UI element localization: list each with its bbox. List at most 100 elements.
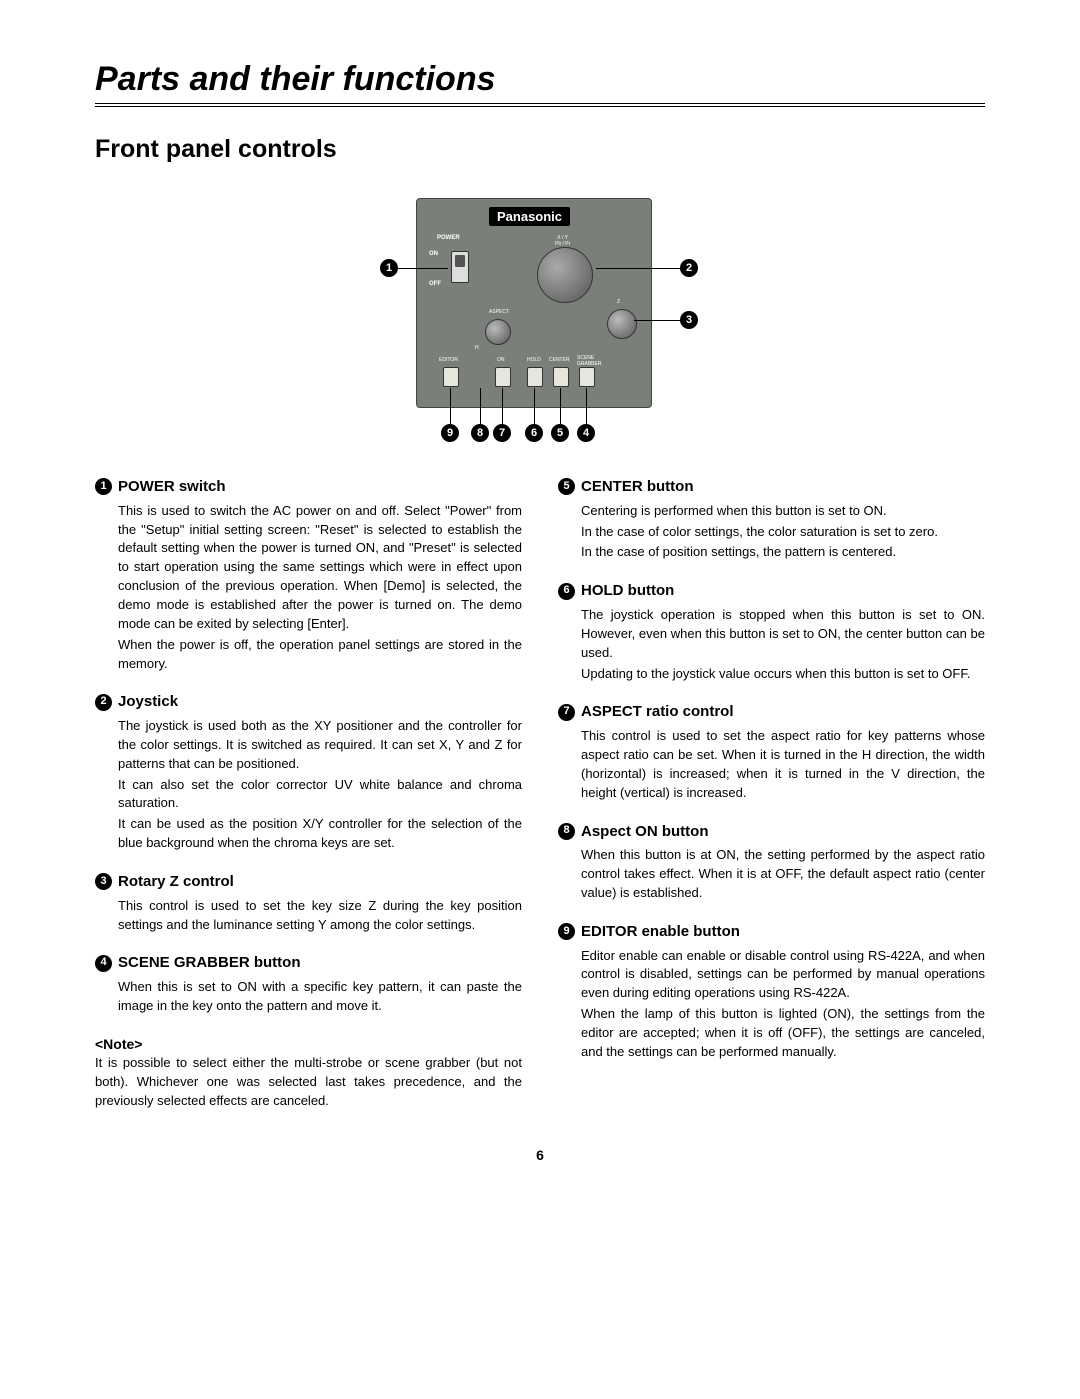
- item-paragraph: In the case of color settings, the color…: [581, 523, 985, 542]
- panel-body: Panasonic POWER ON OFF X / Y Pb / Pr ASP…: [416, 198, 652, 408]
- item-head-4: 4 SCENE GRABBER button: [95, 952, 522, 974]
- label-aspect: ASPECT: [489, 309, 509, 315]
- callout-2: 2: [680, 259, 698, 277]
- joystick: [537, 247, 593, 303]
- label-xy: X / Y Pb / Pr: [555, 235, 570, 247]
- item-body-3: This control is used to set the key size…: [95, 897, 522, 935]
- leader-6: [534, 388, 535, 424]
- diagram-container: Panasonic POWER ON OFF X / Y Pb / Pr ASP…: [95, 188, 985, 448]
- item-paragraph: Centering is performed when this button …: [581, 502, 985, 521]
- item-paragraph: It can also set the color corrector UV w…: [118, 776, 522, 814]
- item-body-9: Editor enable can enable or disable cont…: [558, 947, 985, 1062]
- note-head: <Note>: [95, 1034, 522, 1054]
- label-power: POWER: [437, 235, 460, 241]
- center-button: [553, 367, 569, 387]
- item-title-8: Aspect ON button: [581, 821, 709, 843]
- item-body-4: When this is set to ON with a specific k…: [95, 978, 522, 1016]
- item-paragraph: This is used to switch the AC power on a…: [118, 502, 522, 634]
- item-paragraph: When this is set to ON with a specific k…: [118, 978, 522, 1016]
- item-head-1: 1 POWER switch: [95, 476, 522, 498]
- item-paragraph: When the power is off, the operation pan…: [118, 636, 522, 674]
- item-body-1: This is used to switch the AC power on a…: [95, 502, 522, 674]
- item-title-2: Joystick: [118, 691, 178, 713]
- item-title-6: HOLD button: [581, 580, 674, 602]
- editor-button: [443, 367, 459, 387]
- label-z: Z: [617, 299, 620, 305]
- item-paragraph: The joystick operation is stopped when t…: [581, 606, 985, 663]
- brand-logo: Panasonic: [489, 207, 570, 226]
- item-number-9: 9: [558, 923, 575, 940]
- callout-6: 6: [525, 424, 543, 442]
- item-head-9: 9 EDITOR enable button: [558, 921, 985, 943]
- callout-3: 3: [680, 311, 698, 329]
- callout-8: 8: [471, 424, 489, 442]
- callout-1: 1: [380, 259, 398, 277]
- callout-5: 5: [551, 424, 569, 442]
- item-head-2: 2 Joystick: [95, 691, 522, 713]
- front-panel-diagram: Panasonic POWER ON OFF X / Y Pb / Pr ASP…: [380, 188, 700, 448]
- item-paragraph: This control is used to set the key size…: [118, 897, 522, 935]
- main-title: Parts and their functions: [95, 60, 985, 107]
- power-switch: [451, 251, 469, 283]
- item-paragraph: This control is used to set the aspect r…: [581, 727, 985, 802]
- item-title-1: POWER switch: [118, 476, 226, 498]
- item-number-6: 6: [558, 583, 575, 600]
- label-editor: EDITOR: [439, 357, 458, 363]
- item-body-8: When this button is at ON, the setting p…: [558, 846, 985, 903]
- label-h: H: [475, 345, 479, 351]
- item-head-8: 8 Aspect ON button: [558, 821, 985, 843]
- callout-9: 9: [441, 424, 459, 442]
- leader-9: [450, 388, 451, 424]
- item-body-2: The joystick is used both as the XY posi…: [95, 717, 522, 853]
- item-paragraph: It can be used as the position X/Y contr…: [118, 815, 522, 853]
- item-title-3: Rotary Z control: [118, 871, 234, 893]
- leader-4: [586, 388, 587, 424]
- item-head-6: 6 HOLD button: [558, 580, 985, 602]
- hold-button: [527, 367, 543, 387]
- label-on: ON: [429, 251, 438, 257]
- item-paragraph: When the lamp of this button is lighted …: [581, 1005, 985, 1062]
- item-paragraph: Editor enable can enable or disable cont…: [581, 947, 985, 1004]
- item-title-5: CENTER button: [581, 476, 693, 498]
- item-title-9: EDITOR enable button: [581, 921, 740, 943]
- item-body-7: This control is used to set the aspect r…: [558, 727, 985, 802]
- label-hold: HOLD: [527, 357, 541, 363]
- item-title-4: SCENE GRABBER button: [118, 952, 301, 974]
- label-on2: ON: [497, 357, 505, 363]
- item-head-7: 7ASPECT ratio control: [558, 701, 985, 723]
- item-paragraph: Updating to the joystick value occurs wh…: [581, 665, 985, 684]
- item-number-4: 4: [95, 955, 112, 972]
- item-head-5: 5 CENTER button: [558, 476, 985, 498]
- item-number-2: 2: [95, 694, 112, 711]
- leader-5: [560, 388, 561, 424]
- right-column: 5 CENTER button Centering is performed whe…: [558, 476, 985, 1111]
- leader-1: [398, 268, 448, 269]
- item-number-8: 8: [558, 823, 575, 840]
- item-body-6: The joystick operation is stopped when t…: [558, 606, 985, 683]
- callout-4: 4: [577, 424, 595, 442]
- leader-3: [634, 320, 682, 321]
- label-center: CENTER: [549, 357, 570, 363]
- scene-grabber-button: [579, 367, 595, 387]
- item-number-5: 5: [558, 478, 575, 495]
- item-body-5: Centering is performed when this button …: [558, 502, 985, 563]
- z-knob: [607, 309, 637, 339]
- note-body: It is possible to select either the mult…: [95, 1054, 522, 1111]
- item-head-3: 3 Rotary Z control: [95, 871, 522, 893]
- leader-2: [596, 268, 682, 269]
- label-off: OFF: [429, 281, 441, 287]
- label-scene: SCENE GRABBER: [577, 355, 601, 367]
- item-paragraph: In the case of position settings, the pa…: [581, 543, 985, 562]
- page-number: 6: [95, 1147, 985, 1163]
- section-title: Front panel controls: [95, 135, 985, 164]
- item-paragraph: When this button is at ON, the setting p…: [581, 846, 985, 903]
- item-paragraph: The joystick is used both as the XY posi…: [118, 717, 522, 774]
- item-number-3: 3: [95, 873, 112, 890]
- item-title-7: ASPECT ratio control: [581, 701, 734, 723]
- content-columns: 1 POWER switch This is used to switch the …: [95, 476, 985, 1111]
- leader-8: [480, 388, 481, 424]
- item-number-1: 1: [95, 478, 112, 495]
- callout-7: 7: [493, 424, 511, 442]
- left-column: 1 POWER switch This is used to switch the …: [95, 476, 522, 1111]
- leader-7: [502, 388, 503, 424]
